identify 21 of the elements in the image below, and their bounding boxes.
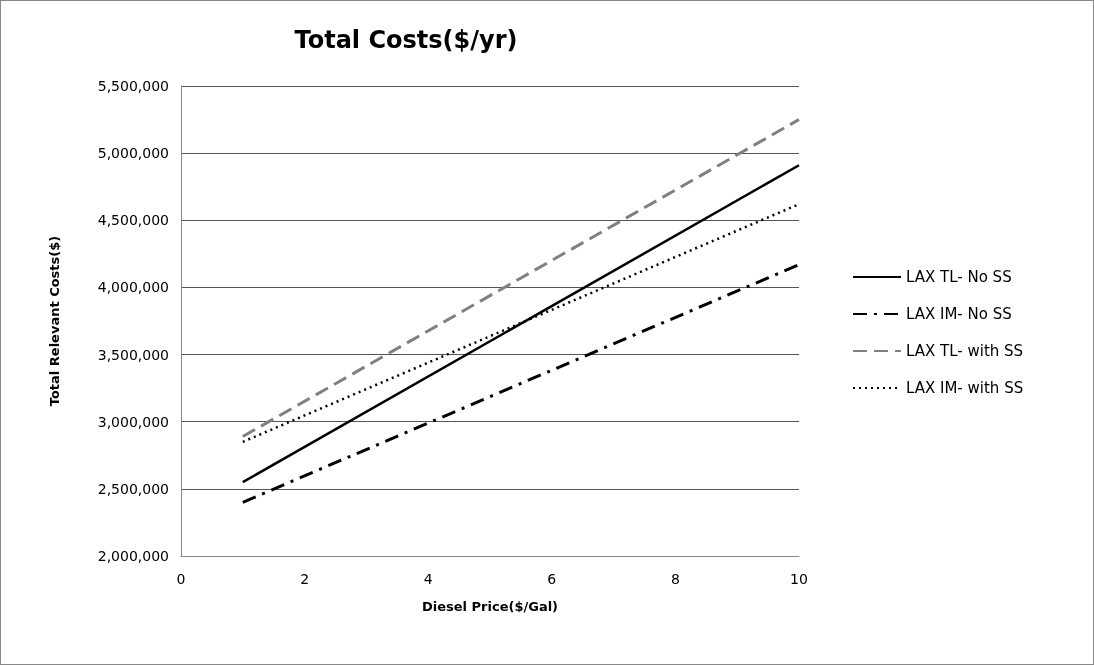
x-tick-label: 2 [300,571,310,587]
legend-label: LAX IM- No SS [906,305,1012,323]
y-tick-label: 4,500,000 [97,212,169,229]
y-tick-label: 5,000,000 [97,145,169,162]
y-tick-label: 2,500,000 [97,480,169,497]
y-tick-label: 3,500,000 [97,346,169,363]
y-tick-label: 5,500,000 [97,78,169,94]
x-tick-label: 0 [176,571,186,587]
legend-label: LAX TL- with SS [906,342,1024,360]
y-tick-label: 2,000,000 [97,548,169,564]
x-tick-label: 10 [790,571,808,587]
x-axis-title: Diesel Price($/Gal) [421,599,559,614]
x-tick-label: 8 [670,571,680,587]
y-axis-title: Total Relevant Costs($) [47,235,62,407]
y-tick-label: 4,000,000 [97,279,169,296]
chart-title: Total Costs($/yr) [294,26,518,54]
legend-label: LAX TL- No SS [906,268,1012,286]
x-tick-label: 4 [423,571,433,587]
y-tick-label: 3,000,000 [97,413,169,430]
x-tick-label: 6 [547,571,557,587]
legend-label: LAX IM- with SS [906,379,1024,397]
